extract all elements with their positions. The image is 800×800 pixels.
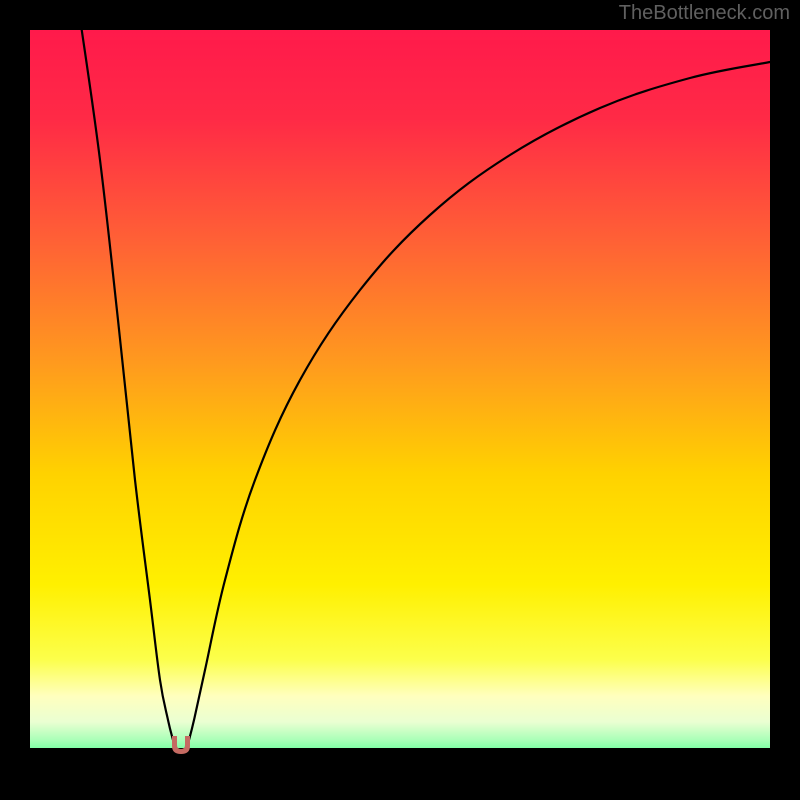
gradient-panel	[30, 30, 770, 770]
watermark-text: TheBottleneck.com	[619, 2, 790, 25]
bottleneck-chart: TheBottleneck.com	[0, 0, 800, 800]
chart-svg	[0, 0, 800, 800]
bottom-band	[30, 748, 770, 770]
